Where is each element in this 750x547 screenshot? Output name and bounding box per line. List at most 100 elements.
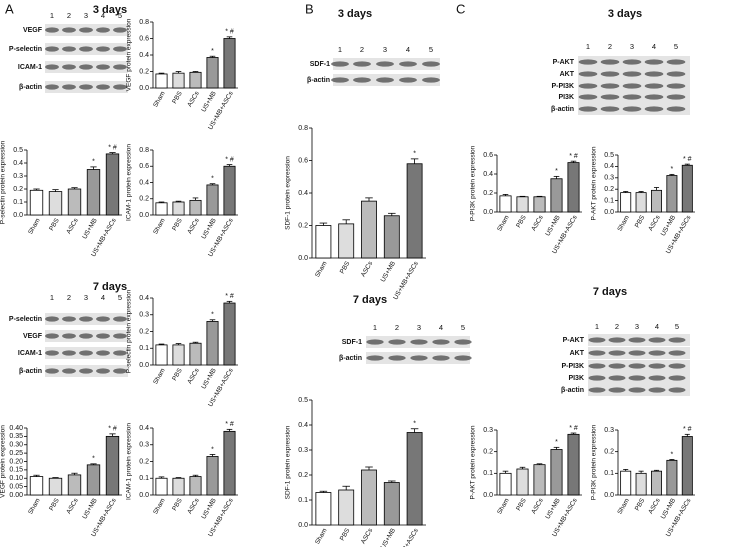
y-tick-label: 0.2 (483, 449, 493, 456)
blot-band (454, 355, 472, 361)
lane-number: 1 (50, 293, 54, 302)
blot-band (578, 83, 598, 89)
error-bar (71, 187, 78, 189)
blot-band (628, 363, 646, 369)
error-bar (226, 428, 233, 432)
x-tick-label: PBS (515, 214, 528, 229)
blot-band (628, 387, 646, 393)
bar (86, 464, 101, 496)
x-tick-label: US+MB (200, 367, 217, 390)
error-bar (553, 175, 560, 179)
blot-band (588, 350, 606, 356)
y-tick-label: 0.0 (139, 85, 149, 92)
blot-band (588, 375, 606, 381)
blot-band (622, 106, 642, 112)
blot-band (600, 106, 620, 112)
y-tick-label: 0.3 (139, 442, 149, 449)
y-tick-label: 0.25 (9, 450, 23, 457)
significance-mark: * (671, 451, 674, 458)
blot-band (113, 368, 127, 374)
significance-mark: * (211, 446, 214, 453)
y-tick-label: 0.1 (604, 197, 614, 204)
blot-band (668, 363, 686, 369)
y-tick-label: 0.6 (483, 152, 493, 159)
error-bar (319, 490, 328, 493)
error-bar (365, 466, 373, 470)
bar (223, 38, 236, 89)
blot-band (113, 46, 127, 52)
blot-band (588, 363, 606, 369)
x-tick-label: PBS (171, 367, 184, 382)
y-tick-label: 0.8 (139, 19, 149, 26)
x-tick-label: Sham (314, 260, 329, 278)
x-tick-label: US+MB+ASCs (392, 260, 420, 301)
blot-band (622, 59, 642, 65)
x-tick-label: ASCs (647, 497, 662, 516)
error-bar (226, 36, 233, 39)
blot-band (62, 64, 76, 70)
bar (635, 472, 647, 496)
y-axis-label: P-selectin protein expression (126, 289, 133, 373)
error-bar (388, 212, 396, 216)
blot-band (578, 94, 598, 100)
significance-mark: * # (225, 29, 234, 36)
blot-band (600, 71, 620, 77)
y-tick-label: 0.1 (604, 470, 614, 477)
section-heading: 3 days (93, 4, 127, 16)
blot-band (622, 83, 642, 89)
lane-number: 4 (101, 11, 105, 20)
bar (48, 191, 63, 216)
bar (651, 470, 662, 496)
error-bar (410, 158, 419, 164)
significance-mark: * # (108, 144, 117, 151)
y-tick-label: 0.4 (139, 425, 149, 432)
blot-band (648, 350, 666, 356)
blot-band (422, 77, 440, 83)
y-tick-label: 0.0 (604, 492, 614, 499)
blot-band (399, 77, 417, 83)
error-bar (623, 469, 629, 472)
y-tick-label: 0.8 (298, 125, 308, 132)
bar (516, 468, 529, 496)
lane-number: 1 (586, 42, 590, 51)
x-tick-label: Sham (27, 217, 42, 235)
bar (361, 200, 377, 259)
bar (315, 492, 332, 526)
bar (189, 199, 202, 216)
y-tick-label: 0.2 (139, 196, 149, 203)
blot-row-label: β-actin (19, 368, 42, 375)
lane-number: 3 (84, 11, 88, 20)
error-bar (158, 72, 165, 74)
error-bar (192, 197, 199, 201)
y-tick-label: 0.05 (9, 483, 23, 490)
bar (86, 169, 101, 216)
y-tick-label: 0.30 (9, 442, 23, 449)
error-bar (192, 341, 199, 344)
y-axis-label: SDF-1 protein expression (285, 425, 292, 499)
bar (533, 196, 546, 213)
significance-mark: * (211, 312, 214, 319)
error-bar (175, 71, 182, 74)
blot-band (410, 339, 428, 345)
y-tick-label: 0.5 (298, 397, 308, 404)
error-bar (192, 71, 199, 73)
y-axis-label: VEGF protein expression (126, 18, 133, 91)
blot-band (432, 339, 450, 345)
blot-band (113, 64, 127, 70)
x-tick-label: ASCs (530, 497, 545, 516)
error-bar (638, 470, 644, 474)
bar (223, 165, 236, 216)
blot-band (668, 337, 686, 343)
blot-band (666, 94, 686, 100)
error-bar (684, 433, 690, 437)
y-tick-label: 0.0 (483, 492, 493, 499)
blot-band (388, 339, 406, 345)
y-tick-label: 0.1 (139, 345, 149, 352)
blot-row-label: P-selectin (9, 316, 42, 323)
significance-mark: * # (225, 293, 234, 300)
bar (172, 72, 185, 89)
blot-band (644, 71, 664, 77)
error-bar (209, 183, 216, 185)
x-tick-label: Sham (152, 90, 167, 108)
y-tick-label: 0.4 (298, 190, 308, 197)
